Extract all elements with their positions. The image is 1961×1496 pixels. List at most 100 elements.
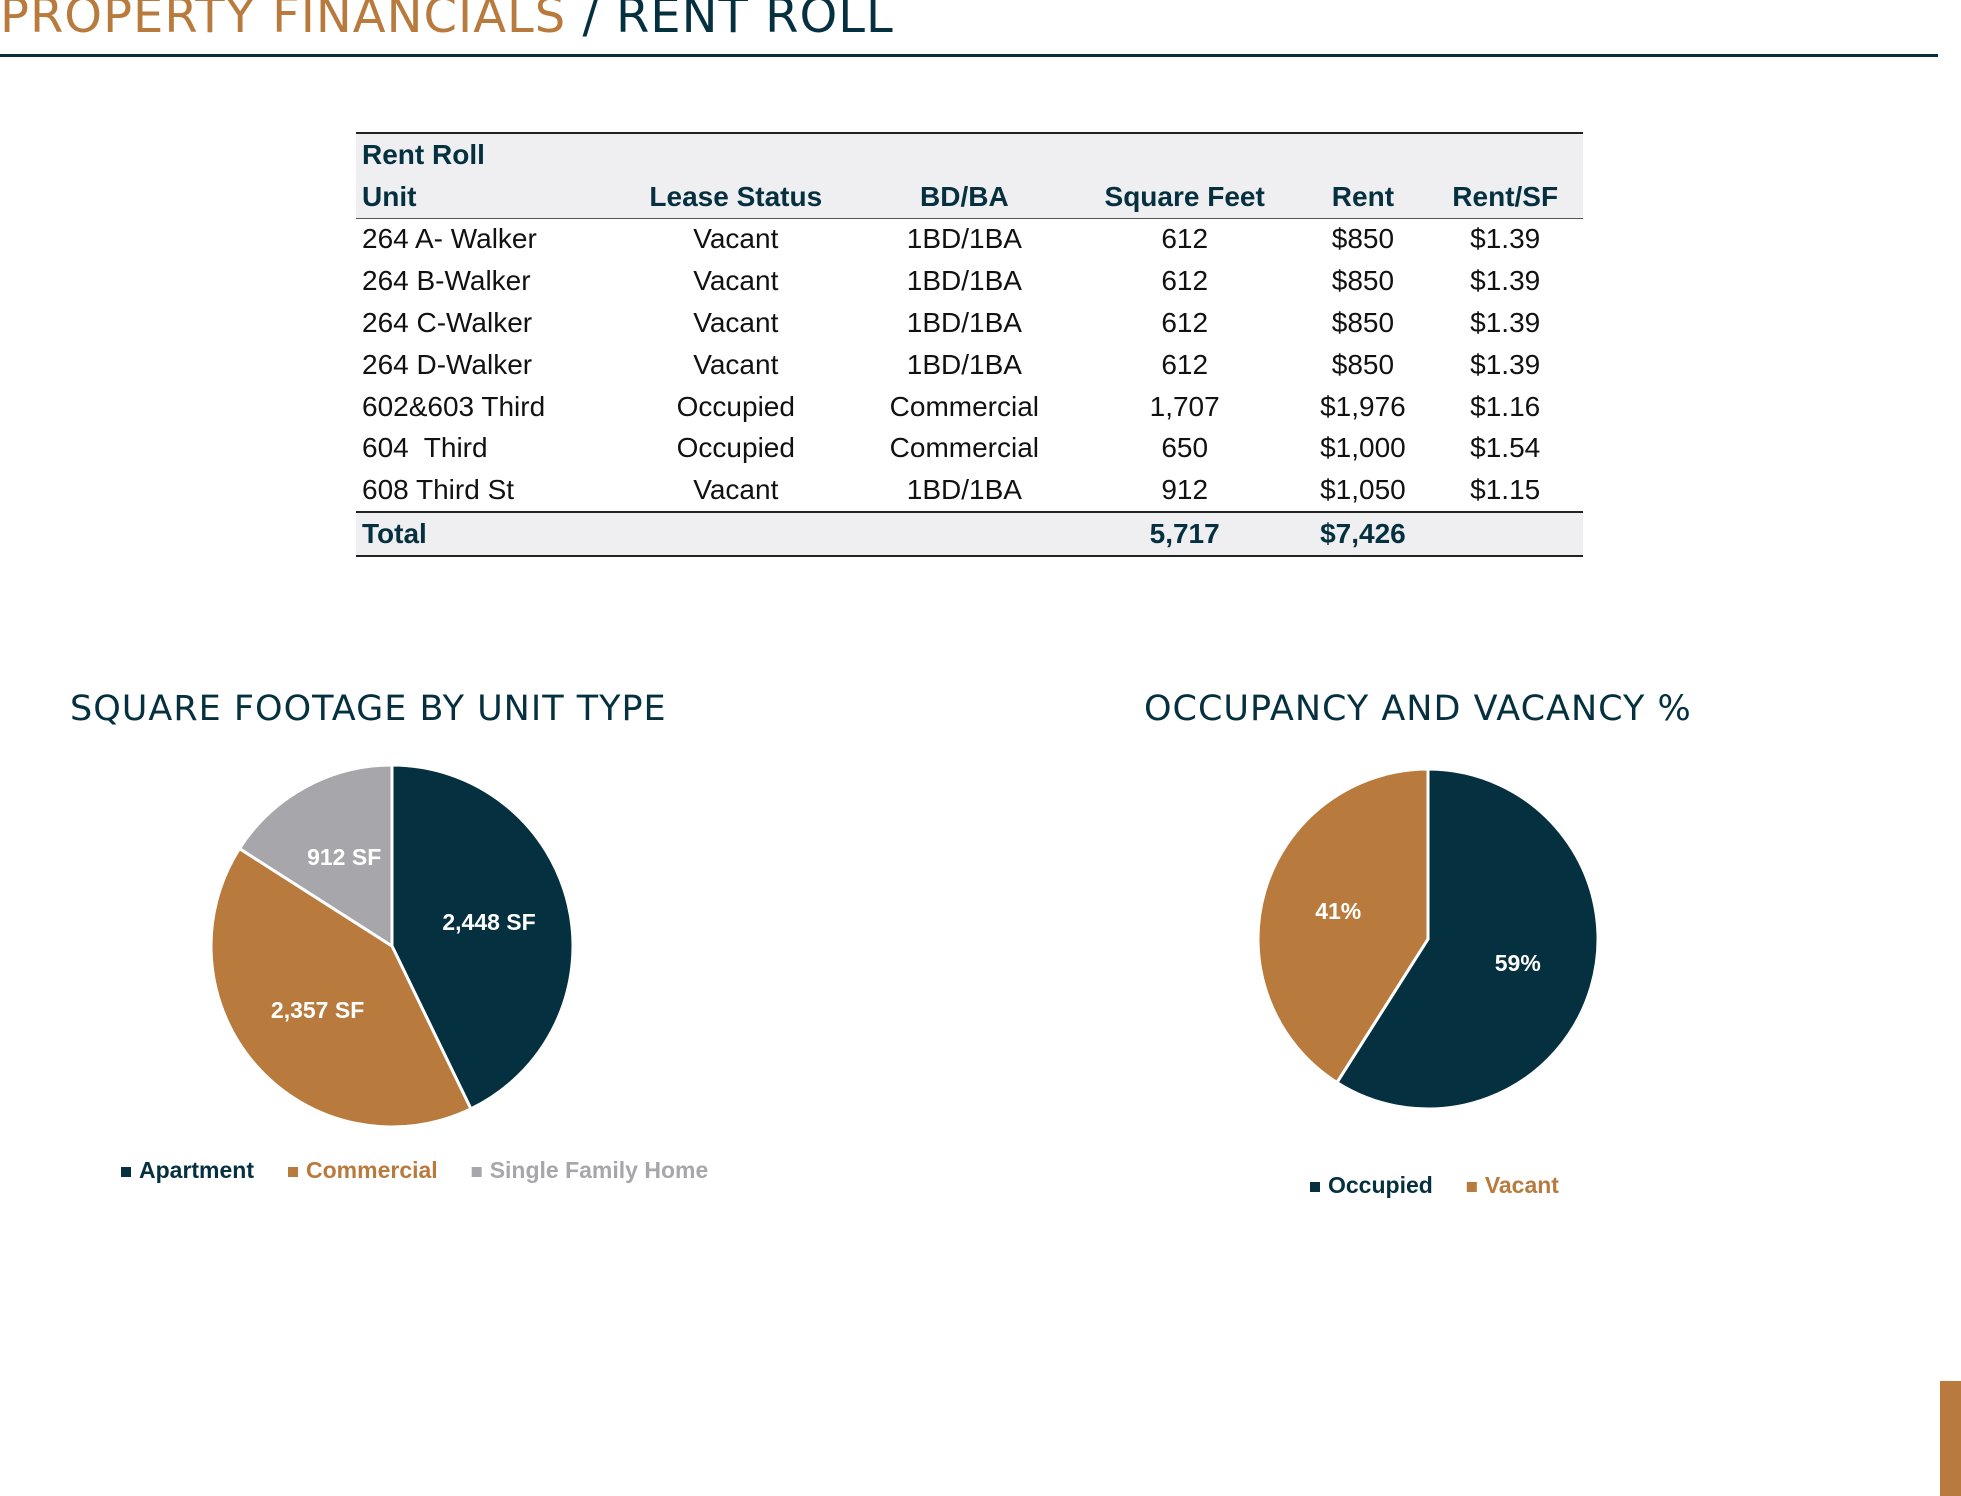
- table-row: 602&603 Third Occupied Commercial 1,707 $1,9…: [356, 386, 1583, 428]
- table-cell: $1.39: [1470, 223, 1541, 255]
- table-cell: $850: [1331, 265, 1395, 297]
- table-cell: 612: [1161, 348, 1209, 380]
- empty-cell: [1427, 132, 1583, 176]
- section-title: PROPERTY FINANCIALS: [0, 0, 567, 44]
- empty-cell: [613, 132, 858, 176]
- legend-swatch: [288, 1167, 299, 1177]
- legend-label: Occupied: [1328, 1172, 1433, 1198]
- table-row: 264 D-Walker Vacant 1BD/1BA 612 $850 $1.39: [356, 344, 1583, 386]
- pie-slice: [209, 846, 473, 1129]
- table-cell: 612: [1161, 265, 1209, 297]
- table-cell: 1BD/1BA: [906, 307, 1022, 339]
- table-cell: $1.39: [1470, 307, 1541, 339]
- legend-swatch: [1466, 1182, 1477, 1192]
- table-row: 604 Third Occupied Commercial 650 $1,000 $1.5…: [356, 428, 1583, 470]
- header-rule: [0, 54, 1938, 57]
- slice-label: 41%: [1315, 898, 1361, 924]
- table-cell: $1.54: [1470, 432, 1541, 464]
- table-cell: 264 D-Walker: [362, 348, 533, 380]
- table-cell: 1BD/1BA: [906, 474, 1022, 506]
- slice-label: 2,357 SF: [271, 997, 364, 1023]
- slice-label: 59%: [1495, 950, 1541, 976]
- corner-accent: [1940, 1381, 1961, 1496]
- pie-slice: [390, 763, 575, 1111]
- table-cell: 264 A- Walker: [362, 223, 537, 255]
- table-cell: Vacant: [693, 348, 779, 380]
- table-cell: Occupied: [676, 432, 795, 464]
- page-title: / RENT ROLL: [582, 0, 894, 44]
- total-label: Total: [356, 511, 614, 557]
- chart-title: OCCUPANCY AND VACANCY %: [1144, 689, 1692, 729]
- empty-cell: [1427, 511, 1583, 557]
- table-cell: Vacant: [693, 265, 779, 297]
- table-cell: $1.16: [1470, 390, 1541, 422]
- table-cell: Vacant: [693, 307, 779, 339]
- table-cell: 612: [1161, 307, 1209, 339]
- table-cell: 612: [1161, 223, 1209, 255]
- pie-slice: [1256, 767, 1430, 1085]
- table-cell: 264 C-Walker: [362, 307, 533, 339]
- table-cell: Commercial: [889, 432, 1040, 464]
- table-cell: $850: [1331, 223, 1395, 255]
- legend-label: Commercial: [306, 1157, 438, 1183]
- column-header: Square Feet: [1070, 175, 1299, 219]
- rent-roll-table: Rent Roll Unit Lease Status BD/BA Square Fee…: [356, 132, 1583, 557]
- pie-slice: [1334, 767, 1600, 1111]
- legend-label: Single Family Home: [490, 1157, 709, 1183]
- column-header: BD/BA: [857, 175, 1071, 219]
- legend-label: Apartment: [139, 1157, 254, 1183]
- slice-label: 912 SF: [307, 844, 381, 870]
- total-rent: $7,426: [1298, 511, 1428, 557]
- legend-swatch: [471, 1167, 482, 1177]
- table-cell: 1,707: [1149, 390, 1220, 422]
- table-cell: $1.15: [1470, 474, 1541, 506]
- table-cell: 602&603 Third: [362, 390, 546, 422]
- table-cell: 1BD/1BA: [906, 348, 1022, 380]
- table-cell: $1,976: [1320, 390, 1406, 422]
- table-cell: $1.39: [1470, 265, 1541, 297]
- empty-cell: [1298, 132, 1428, 176]
- column-header: Lease Status: [613, 175, 858, 219]
- table-cell: $1.39: [1470, 348, 1541, 380]
- table-cell: 604 Third: [362, 432, 488, 464]
- pie-slice: [237, 763, 394, 949]
- table-cell: Vacant: [693, 474, 779, 506]
- table-row: Rent Roll: [356, 132, 1583, 176]
- table-row: 264 C-Walker Vacant 1BD/1BA 612 $850 $1.39: [356, 302, 1583, 344]
- table-cell: $850: [1331, 348, 1395, 380]
- table-cell: 264 B-Walker: [362, 265, 531, 297]
- table-cell: 1BD/1BA: [906, 265, 1022, 297]
- empty-cell: [613, 511, 858, 557]
- chart-title: SQUARE FOOTAGE BY UNIT TYPE: [70, 689, 667, 729]
- empty-cell: [1070, 132, 1299, 176]
- column-header: Rent/SF: [1427, 175, 1583, 219]
- header: PROPERTY FINANCIALS / RENT ROLL: [0, 0, 894, 44]
- table-row: 264 A- Walker Vacant 1BD/1BA 612 $850 $1.39: [356, 218, 1583, 260]
- empty-cell: [857, 132, 1071, 176]
- table-cell: $1,000: [1320, 432, 1406, 464]
- table-row: 608 Third St Vacant 1BD/1BA 912 $1,050 $1.15: [356, 469, 1583, 512]
- table-cell: Commercial: [889, 390, 1040, 422]
- total-square-feet: 5,717: [1070, 511, 1299, 557]
- empty-cell: [857, 511, 1071, 557]
- table-cell: Vacant: [693, 223, 779, 255]
- slice-label: 2,448 SF: [442, 909, 535, 935]
- table-cell: 650: [1161, 432, 1209, 464]
- legend-swatch: [121, 1167, 131, 1177]
- legend-swatch: [1310, 1182, 1320, 1192]
- table-caption: Rent Roll: [356, 132, 614, 176]
- table-cell: 912: [1161, 474, 1209, 506]
- table-row: 264 B-Walker Vacant 1BD/1BA 612 $850 $1.39: [356, 260, 1583, 302]
- table-cell: 608 Third St: [362, 474, 515, 506]
- table-row: Total 5,717 $7,426: [356, 511, 1583, 557]
- column-header: Rent: [1298, 175, 1428, 219]
- table-cell: 1BD/1BA: [906, 223, 1022, 255]
- legend-label: Vacant: [1485, 1172, 1559, 1198]
- column-header: Unit: [356, 175, 614, 219]
- table-cell: $850: [1331, 307, 1395, 339]
- table-row: Unit Lease Status BD/BA Square Feet Rent Rent…: [356, 175, 1583, 219]
- table-cell: Occupied: [676, 390, 795, 422]
- table-cell: $1,050: [1320, 474, 1406, 506]
